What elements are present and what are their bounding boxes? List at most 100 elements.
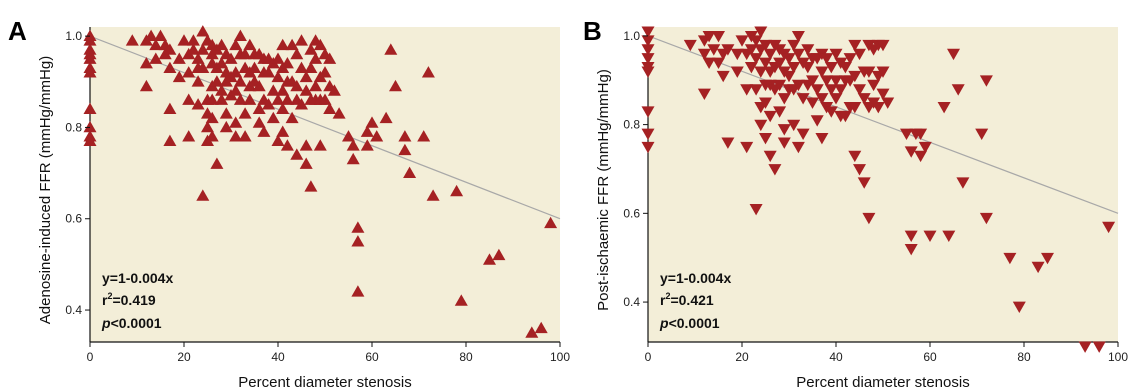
data-point (815, 133, 829, 145)
data-point (327, 84, 341, 96)
data-point (304, 180, 318, 192)
data-point (492, 248, 506, 261)
data-point (276, 84, 290, 96)
data-point (853, 84, 866, 96)
data-points (83, 25, 558, 338)
data-point (702, 30, 716, 43)
data-point (313, 139, 327, 151)
data-point (229, 116, 243, 128)
data-point (205, 111, 219, 124)
data-point (707, 44, 721, 56)
data-point (810, 84, 824, 96)
data-point (304, 61, 318, 73)
data-point (299, 139, 313, 151)
data-point (853, 48, 866, 61)
data-point (276, 102, 290, 115)
x-tick-label: 20 (177, 350, 191, 364)
data-point (285, 38, 299, 51)
data-point (848, 101, 862, 114)
x-tick-label: 80 (1017, 350, 1031, 364)
data-point (163, 61, 177, 73)
data-point (857, 93, 871, 105)
data-point (749, 35, 763, 47)
data-point (843, 53, 857, 65)
data-point (641, 128, 655, 140)
data-point (262, 66, 276, 78)
data-point (177, 34, 191, 46)
data-point (791, 30, 805, 43)
data-point (876, 39, 890, 52)
panel-a: A 0 20 40 60 80 100 0.4 0.6 0.8 1.0 Percent diame… (8, 16, 570, 391)
data-point (904, 230, 918, 243)
data-point (749, 53, 763, 65)
panel-letter-b: B (583, 16, 602, 46)
data-point (867, 79, 881, 92)
data-point (641, 106, 655, 118)
data-point (697, 88, 711, 101)
data-point (824, 62, 838, 74)
data-point (683, 39, 697, 52)
data-point (979, 75, 993, 87)
data-point (759, 97, 772, 109)
data-point (763, 150, 777, 163)
data-point (904, 243, 918, 256)
data-point (848, 39, 862, 52)
data-point (229, 66, 243, 78)
data-point (248, 61, 261, 73)
data-point (773, 79, 787, 92)
data-point (791, 141, 805, 154)
data-point (1092, 341, 1106, 353)
data-point (721, 44, 735, 56)
data-point (83, 102, 97, 115)
data-point (182, 66, 196, 78)
data-point (768, 164, 782, 176)
data-point (299, 157, 313, 169)
x-tick-label: 60 (923, 350, 937, 364)
data-point (763, 110, 777, 123)
data-point (876, 88, 890, 101)
data-point (810, 115, 824, 127)
data-point (384, 43, 398, 55)
data-point (904, 146, 918, 158)
data-point (309, 79, 323, 92)
data-point (881, 97, 895, 109)
data-point (876, 66, 890, 78)
y-axis-title: Adenosine-induced FFR (mmHg/mmHg) (37, 56, 54, 324)
data-point (83, 52, 97, 64)
data-point (749, 204, 763, 216)
data-point (196, 25, 210, 37)
data-point (483, 253, 496, 265)
data-point (139, 57, 153, 69)
data-point (942, 230, 956, 243)
data-point (191, 75, 205, 87)
data-point (848, 70, 862, 83)
data-point (210, 75, 224, 87)
data-point (782, 70, 796, 83)
r-squared-label: r2=0.419 (102, 291, 156, 308)
equation-label: y=1-0.004x (660, 270, 731, 286)
data-point (313, 38, 327, 51)
data-point (276, 38, 290, 51)
axis-ticks: 0 20 40 60 80 100 0.4 0.6 0.8 1.0 (623, 29, 1128, 364)
regression-line (647, 35, 1119, 214)
y-tick-label: 0.4 (65, 303, 82, 317)
data-point (238, 130, 252, 142)
data-point (712, 57, 725, 69)
data-point (323, 102, 337, 115)
data-point (749, 84, 763, 96)
data-point (271, 52, 285, 64)
data-point (332, 107, 346, 119)
data-point (937, 101, 951, 114)
data-point (641, 44, 655, 56)
data-point (252, 102, 266, 115)
data-point (182, 130, 196, 142)
data-point (956, 177, 970, 189)
data-point (398, 143, 412, 156)
data-point (360, 125, 374, 137)
y-tick-label: 0.4 (623, 295, 640, 309)
data-point (83, 34, 97, 46)
data-point (252, 116, 266, 128)
data-point (857, 177, 871, 189)
data-point (787, 119, 801, 132)
